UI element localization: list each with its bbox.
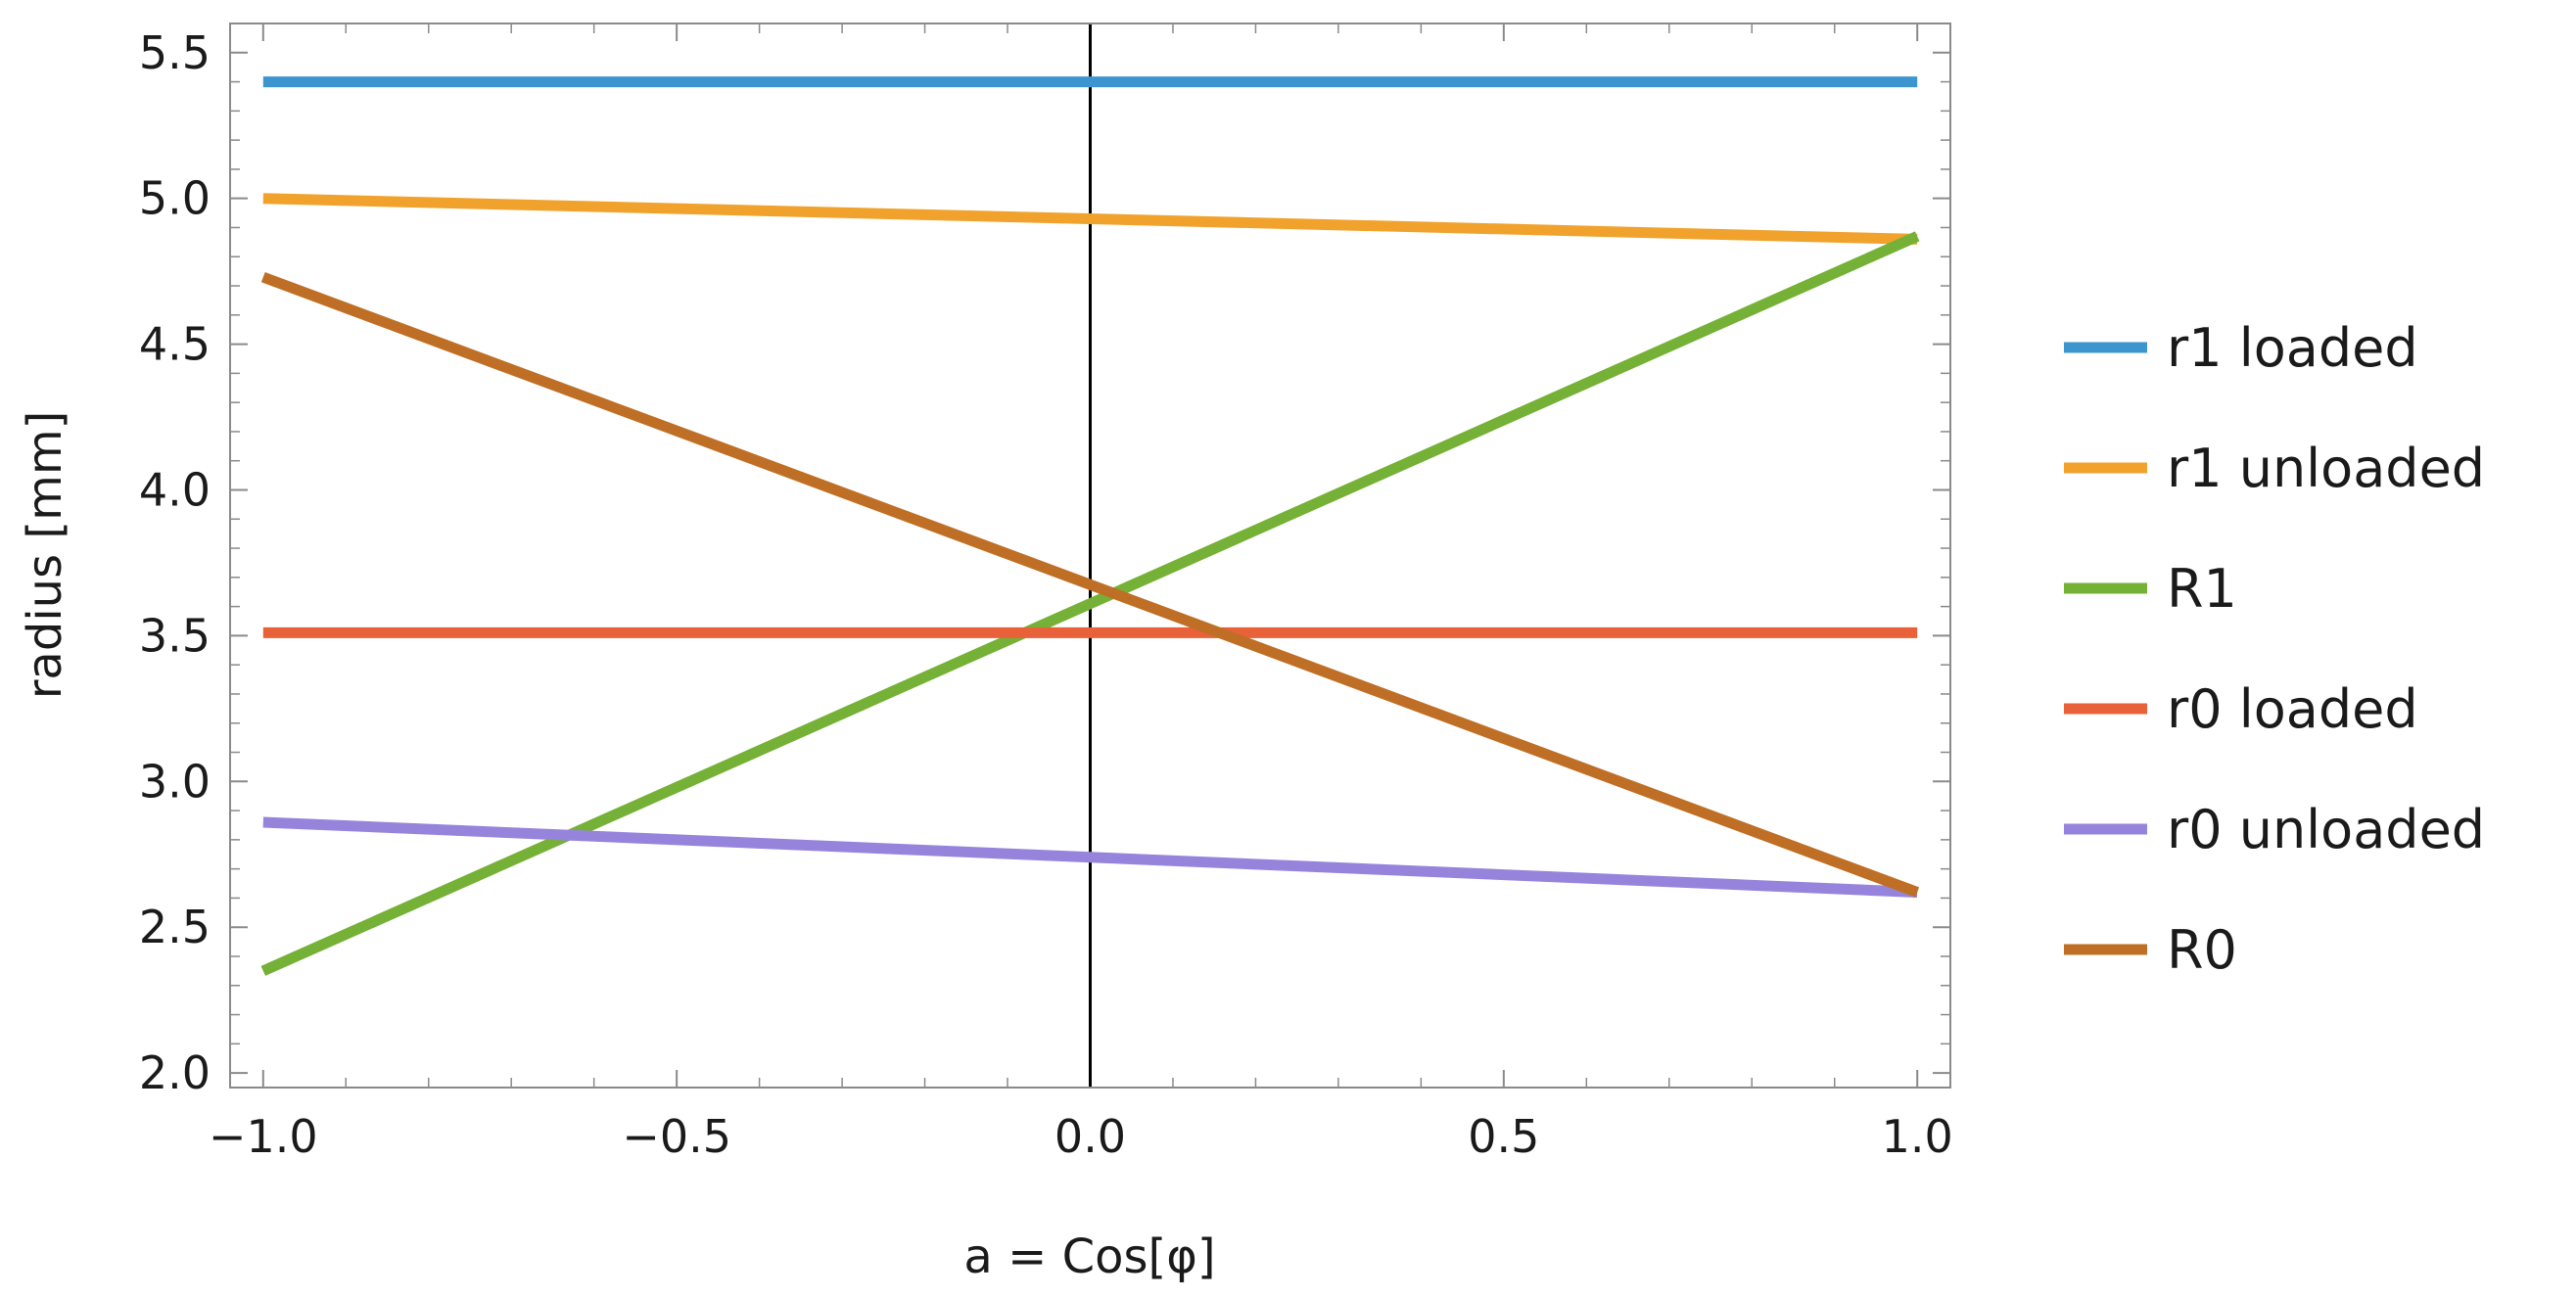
series-line-r1-unloaded — [262, 193, 1918, 245]
legend-label: r0 loaded — [2167, 678, 2418, 740]
legend-label: R0 — [2167, 919, 2237, 981]
x-tick-label: 1.0 — [1882, 1110, 1953, 1163]
legend-label: R1 — [2167, 558, 2237, 620]
x-tick-label: 0.0 — [1054, 1110, 1126, 1163]
series-line-r0-unloaded — [262, 816, 1918, 898]
legend-label: r1 unloaded — [2167, 438, 2485, 499]
x-axis-title: a = Cos[φ] — [963, 1229, 1215, 1284]
x-tick-label: −1.0 — [209, 1110, 318, 1163]
series-line-r0 — [260, 271, 1920, 898]
y-tick-label: 4.5 — [139, 318, 211, 371]
y-tick-label: 2.5 — [139, 901, 211, 953]
plot-series — [260, 23, 1920, 1088]
legend-label: r0 unloaded — [2167, 799, 2485, 860]
y-tick-label: 5.0 — [139, 172, 211, 225]
plot-frame — [229, 23, 1951, 1089]
legend: r1 loaded r1 unloaded R1 r0 loaded r0 unload… — [2064, 317, 2485, 981]
legend-label: r1 loaded — [2167, 317, 2418, 379]
x-tick-label: −0.5 — [622, 1110, 731, 1163]
y-axis-title: radius [mm] — [18, 411, 72, 700]
y-tick-label: 4.0 — [139, 463, 211, 516]
y-tick-label: 5.5 — [139, 26, 211, 79]
series-line-r1 — [260, 231, 1920, 976]
tick-labels: −1.0 −0.5 0.0 0.5 1.0 2.0 2.5 3.0 3.5 4.0 4.5 5.0 5.… — [139, 26, 1953, 1163]
y-tick-label: 2.0 — [139, 1046, 211, 1099]
y-tick-label: 3.5 — [139, 609, 211, 662]
x-tick-label: 0.5 — [1468, 1110, 1539, 1163]
y-tick-label: 3.0 — [139, 755, 211, 808]
